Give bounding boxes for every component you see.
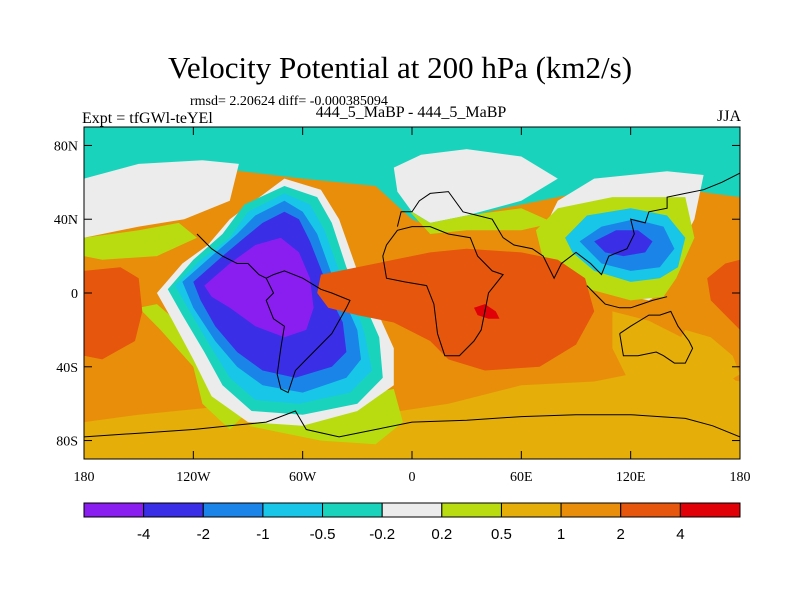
x-tick-label: 180: [74, 470, 95, 485]
colorbar-box: [679, 502, 741, 518]
y-tick-label: 0: [71, 287, 78, 302]
colorbar-label: 0.2: [431, 526, 452, 543]
colorbar-label: 0.5: [491, 526, 512, 543]
coast-eurasia: [396, 172, 740, 280]
x-tick-label: 60W: [289, 470, 317, 485]
coast-australia: [619, 310, 694, 364]
x-tick-label: 180: [730, 470, 751, 485]
colorbar-label: -4: [137, 526, 150, 543]
coast-africa: [382, 226, 504, 357]
coast-south-america: [265, 270, 351, 394]
colorbar-box: [202, 502, 264, 518]
colorbar-label: -1: [256, 526, 269, 543]
redorange-center: [317, 248, 595, 371]
darkblue-east: [594, 230, 653, 257]
redorange-west: [84, 267, 143, 360]
redorange-east: [707, 259, 740, 330]
colorbar-box: [441, 502, 502, 518]
purple-center-west: [204, 237, 314, 338]
colorbar-box: [381, 502, 443, 518]
colorbar-box: [262, 502, 324, 518]
ygreen-north-1: [84, 222, 197, 260]
season-label: JJA: [716, 108, 741, 125]
coastline-layer: [84, 172, 740, 438]
coast-indonesia: [586, 285, 668, 309]
colorbar-box: [500, 502, 562, 518]
colorbar-box: [143, 502, 204, 518]
case-comparison-label: 444_5_MaBP - 444_5_MaBP: [315, 104, 507, 121]
experiment-label: Expt = tfGWl-teYEl: [82, 110, 213, 127]
coast-mexico: [196, 233, 267, 279]
colorbar-box: [560, 502, 622, 518]
colorbar-box: [322, 502, 383, 518]
north-white-band-2: [393, 149, 558, 223]
colorbar-box: [83, 502, 145, 518]
contour-fill-layer: [84, 127, 740, 459]
y-tick-label: 80N: [54, 139, 78, 154]
colorbar-label: -2: [197, 526, 210, 543]
x-tick-label: 60E: [510, 470, 533, 485]
x-tick-label: 0: [409, 470, 416, 485]
north-white-band-1: [84, 160, 239, 238]
y-tick-label: 40N: [54, 213, 78, 228]
colorbar-label: -0.2: [369, 526, 395, 543]
colorbar-label: 1: [557, 526, 565, 543]
colorbar-box: [620, 502, 681, 518]
colorbar-label: -0.5: [310, 526, 336, 543]
ygreen-north-2: [408, 208, 555, 234]
rmsd-diff-stats: rmsd= 2.20624 diff= -0.000385094: [190, 94, 388, 109]
red-max: [474, 304, 500, 319]
south-band-yellow: [84, 366, 740, 459]
y-tick-label: 80S: [56, 435, 78, 450]
y-tick-label: 40S: [56, 361, 78, 376]
chart-title: Velocity Potential at 200 hPa (km2/s): [167, 50, 633, 85]
x-tick-label: 120W: [176, 470, 211, 485]
x-tick-label: 120E: [616, 470, 646, 485]
colorbar-label: 4: [676, 526, 684, 543]
colorbar: -4 -2 -1 -0.5 -0.2 0.2 0.5 1 2 4: [83, 502, 741, 543]
coast-antarctica: [84, 410, 740, 438]
colorbar-label: 2: [617, 526, 625, 543]
